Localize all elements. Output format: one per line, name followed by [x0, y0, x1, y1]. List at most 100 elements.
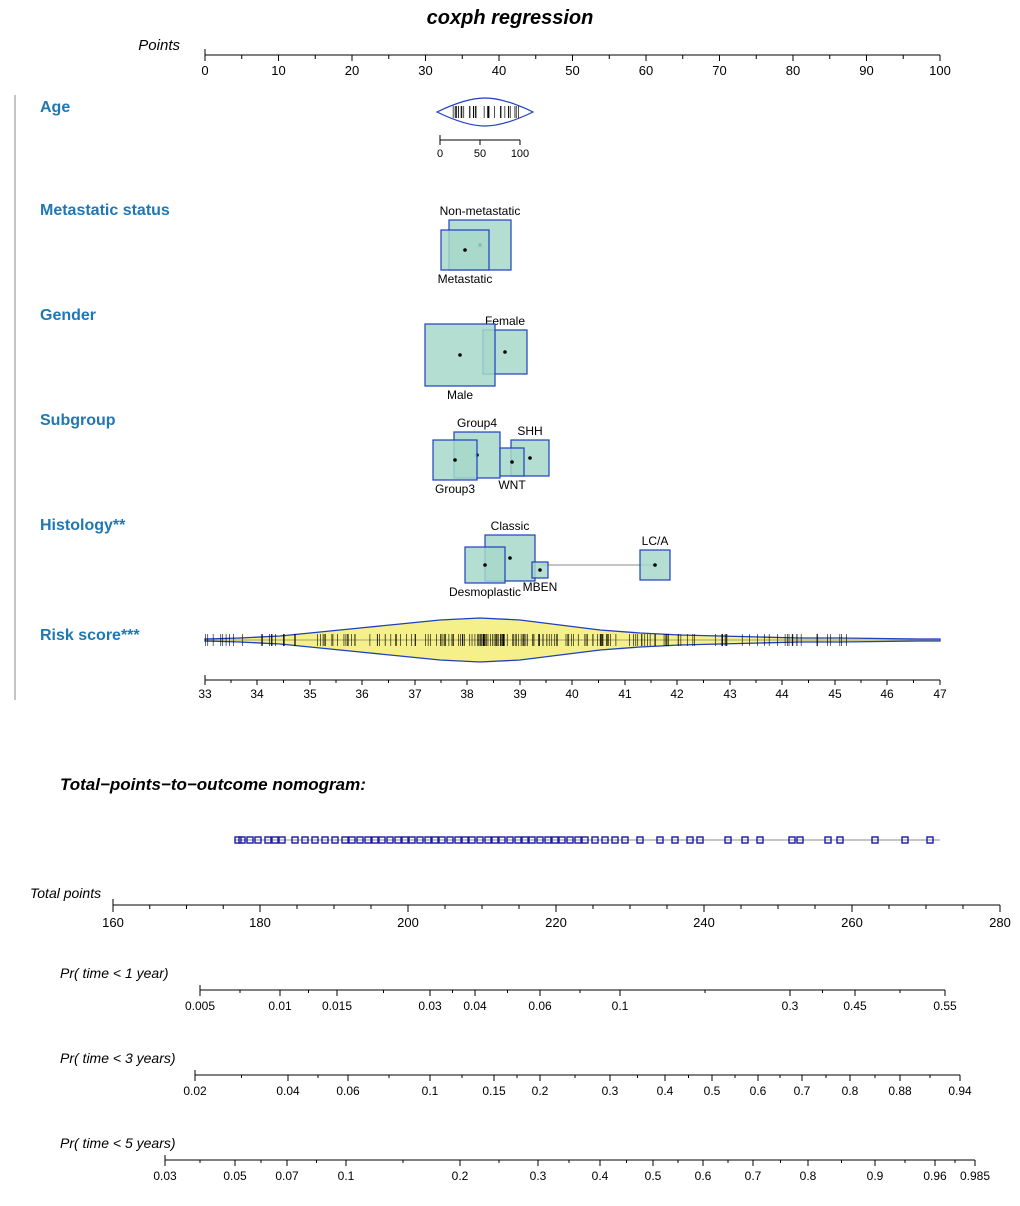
prob-tick: 0.07	[275, 1169, 299, 1183]
prob-tick: 0.4	[657, 1084, 674, 1098]
prob-tick: 0.02	[183, 1084, 207, 1098]
total-points-tick: 180	[249, 915, 271, 930]
risk-tick: 39	[513, 687, 527, 701]
points-tick: 100	[929, 63, 951, 78]
age-tick: 100	[511, 148, 529, 160]
prob-tick: 0.015	[322, 999, 352, 1013]
box-center-dot	[503, 350, 507, 354]
box-center-dot	[538, 568, 542, 572]
points-tick: 20	[345, 63, 359, 78]
category-label: MBEN	[523, 580, 558, 594]
prob-tick: 0.06	[336, 1084, 360, 1098]
prob-tick: 0.45	[843, 999, 867, 1013]
variable-label: Histology**	[40, 517, 126, 534]
points-tick: 30	[418, 63, 432, 78]
prob-tick: 0.8	[800, 1169, 817, 1183]
risk-tick: 41	[618, 687, 632, 701]
prob-tick: 0.01	[268, 999, 292, 1013]
variable-label: Risk score***	[40, 627, 140, 644]
category-label: WNT	[498, 478, 526, 492]
points-tick: 0	[201, 63, 208, 78]
category-label: SHH	[517, 424, 542, 438]
points-tick: 40	[492, 63, 506, 78]
prob-tick: 0.3	[530, 1169, 547, 1183]
risk-tick: 37	[408, 687, 422, 701]
points-tick: 80	[786, 63, 800, 78]
prob-tick: 0.94	[948, 1084, 972, 1098]
prob-tick: 0.05	[223, 1169, 247, 1183]
prob-tick: 0.1	[422, 1084, 439, 1098]
variable-label: Age	[40, 99, 70, 116]
total-points-tick: 240	[693, 915, 715, 930]
risk-tick: 42	[670, 687, 684, 701]
prob-tick: 0.03	[153, 1169, 177, 1183]
prob-tick: 0.3	[782, 999, 799, 1013]
prob-tick: 0.1	[338, 1169, 355, 1183]
box-center-dot	[510, 460, 514, 464]
category-label: Metastatic	[438, 272, 493, 286]
points-axis-label: Points	[138, 37, 180, 54]
risk-tick: 33	[198, 687, 212, 701]
prob-tick: 0.2	[532, 1084, 549, 1098]
variable-label: Subgroup	[40, 412, 116, 429]
points-tick: 90	[859, 63, 873, 78]
age-tick: 50	[474, 148, 486, 160]
box-center-dot	[508, 556, 512, 560]
risk-tick: 34	[250, 687, 264, 701]
total-points-tick: 220	[545, 915, 567, 930]
prob-tick: 0.5	[645, 1169, 662, 1183]
points-tick: 50	[565, 63, 579, 78]
prob-tick: 0.6	[695, 1169, 712, 1183]
prob-axis-label: Pr( time < 3 years)	[60, 1050, 176, 1066]
risk-tick: 40	[565, 687, 579, 701]
box-center-dot	[453, 458, 457, 462]
risk-tick: 36	[355, 687, 369, 701]
risk-tick: 35	[303, 687, 317, 701]
prob-tick: 0.8	[842, 1084, 859, 1098]
points-tick: 10	[271, 63, 285, 78]
prob-tick: 0.55	[933, 999, 957, 1013]
points-tick: 60	[639, 63, 653, 78]
category-label: Non-metastatic	[440, 204, 521, 218]
category-label: Classic	[491, 519, 530, 533]
prob-tick: 0.005	[185, 999, 215, 1013]
box-center-dot	[483, 563, 487, 567]
risk-tick: 45	[828, 687, 842, 701]
prob-tick: 0.3	[602, 1084, 619, 1098]
prob-tick: 0.6	[750, 1084, 767, 1098]
prob-axis-label: Pr( time < 1 year)	[60, 965, 169, 981]
prob-tick: 0.985	[960, 1169, 990, 1183]
total-points-tick: 160	[102, 915, 124, 930]
category-label: Group4	[457, 416, 497, 430]
category-label: LC/A	[642, 534, 669, 548]
category-label: Desmoplastic	[449, 585, 521, 599]
total-points-tick: 200	[397, 915, 419, 930]
category-label: Group3	[435, 482, 475, 496]
prob-tick: 0.2	[452, 1169, 469, 1183]
nomogram-svg: coxph regressionPoints010203040506070809…	[0, 0, 1020, 1201]
total-points-label: Total points	[30, 885, 101, 901]
risk-tick: 47	[933, 687, 947, 701]
category-label: Male	[447, 388, 473, 402]
risk-tick: 43	[723, 687, 737, 701]
prob-tick: 0.4	[592, 1169, 609, 1183]
prob-axis-label: Pr( time < 5 years)	[60, 1135, 176, 1151]
prob-tick: 0.15	[482, 1084, 506, 1098]
box-center-dot	[653, 563, 657, 567]
chart-title: coxph regression	[427, 7, 594, 29]
risk-tick: 46	[880, 687, 894, 701]
risk-tick: 44	[775, 687, 789, 701]
prob-tick: 0.5	[704, 1084, 721, 1098]
age-tick: 0	[437, 148, 443, 160]
prob-tick: 0.1	[612, 999, 629, 1013]
prob-tick: 0.7	[745, 1169, 762, 1183]
prob-tick: 0.03	[418, 999, 442, 1013]
total-points-tick: 280	[989, 915, 1011, 930]
prob-tick: 0.9	[867, 1169, 884, 1183]
prob-tick: 0.88	[888, 1084, 912, 1098]
box-center-dot	[528, 456, 532, 460]
total-points-tick: 260	[841, 915, 863, 930]
box-center-dot	[458, 353, 462, 357]
prob-tick: 0.96	[923, 1169, 947, 1183]
prob-tick: 0.06	[528, 999, 552, 1013]
